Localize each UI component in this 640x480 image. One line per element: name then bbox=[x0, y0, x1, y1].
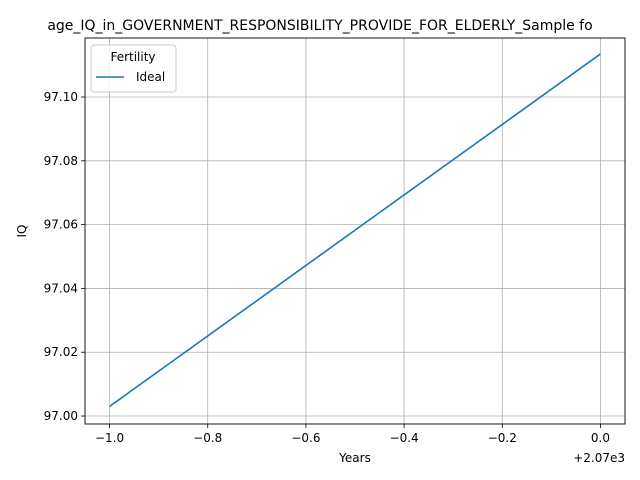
chart-title: age_IQ_in_GOVERNMENT_RESPONSIBILITY_PROV… bbox=[47, 18, 592, 34]
series-line-ideal bbox=[109, 53, 601, 408]
x-tick-label: −1.0 bbox=[95, 431, 124, 445]
y-axis-ticks: 97.00 97.02 97.04 97.06 97.08 97.10 bbox=[44, 90, 85, 423]
y-tick-label: 97.06 bbox=[44, 218, 78, 232]
x-tick-label: 0.0 bbox=[591, 431, 610, 445]
y-tick-label: 97.08 bbox=[44, 154, 78, 168]
grid-lines bbox=[85, 38, 625, 424]
y-tick-label: 97.10 bbox=[44, 90, 78, 104]
legend-title: Fertility bbox=[110, 50, 155, 64]
y-tick-label: 97.02 bbox=[44, 345, 78, 359]
x-tick-label: −0.2 bbox=[488, 431, 517, 445]
x-tick-label: −0.8 bbox=[193, 431, 222, 445]
x-tick-label: −0.6 bbox=[291, 431, 320, 445]
x-tick-label: −0.4 bbox=[390, 431, 419, 445]
y-axis-label: IQ bbox=[15, 225, 29, 238]
y-tick-label: 97.00 bbox=[44, 409, 78, 423]
x-axis-ticks: −1.0 −0.8 −0.6 −0.4 −0.2 0.0 bbox=[95, 424, 610, 445]
legend-box bbox=[90, 44, 177, 93]
y-tick-label: 97.04 bbox=[44, 281, 78, 295]
legend: Fertility Ideal bbox=[90, 44, 177, 93]
legend-entry-ideal: Ideal bbox=[136, 70, 165, 84]
plot-frame bbox=[84, 37, 626, 425]
x-axis-offset-label: +2.07e3 bbox=[573, 451, 625, 465]
plot-series bbox=[109, 53, 601, 408]
x-axis-label: Years bbox=[338, 451, 371, 465]
